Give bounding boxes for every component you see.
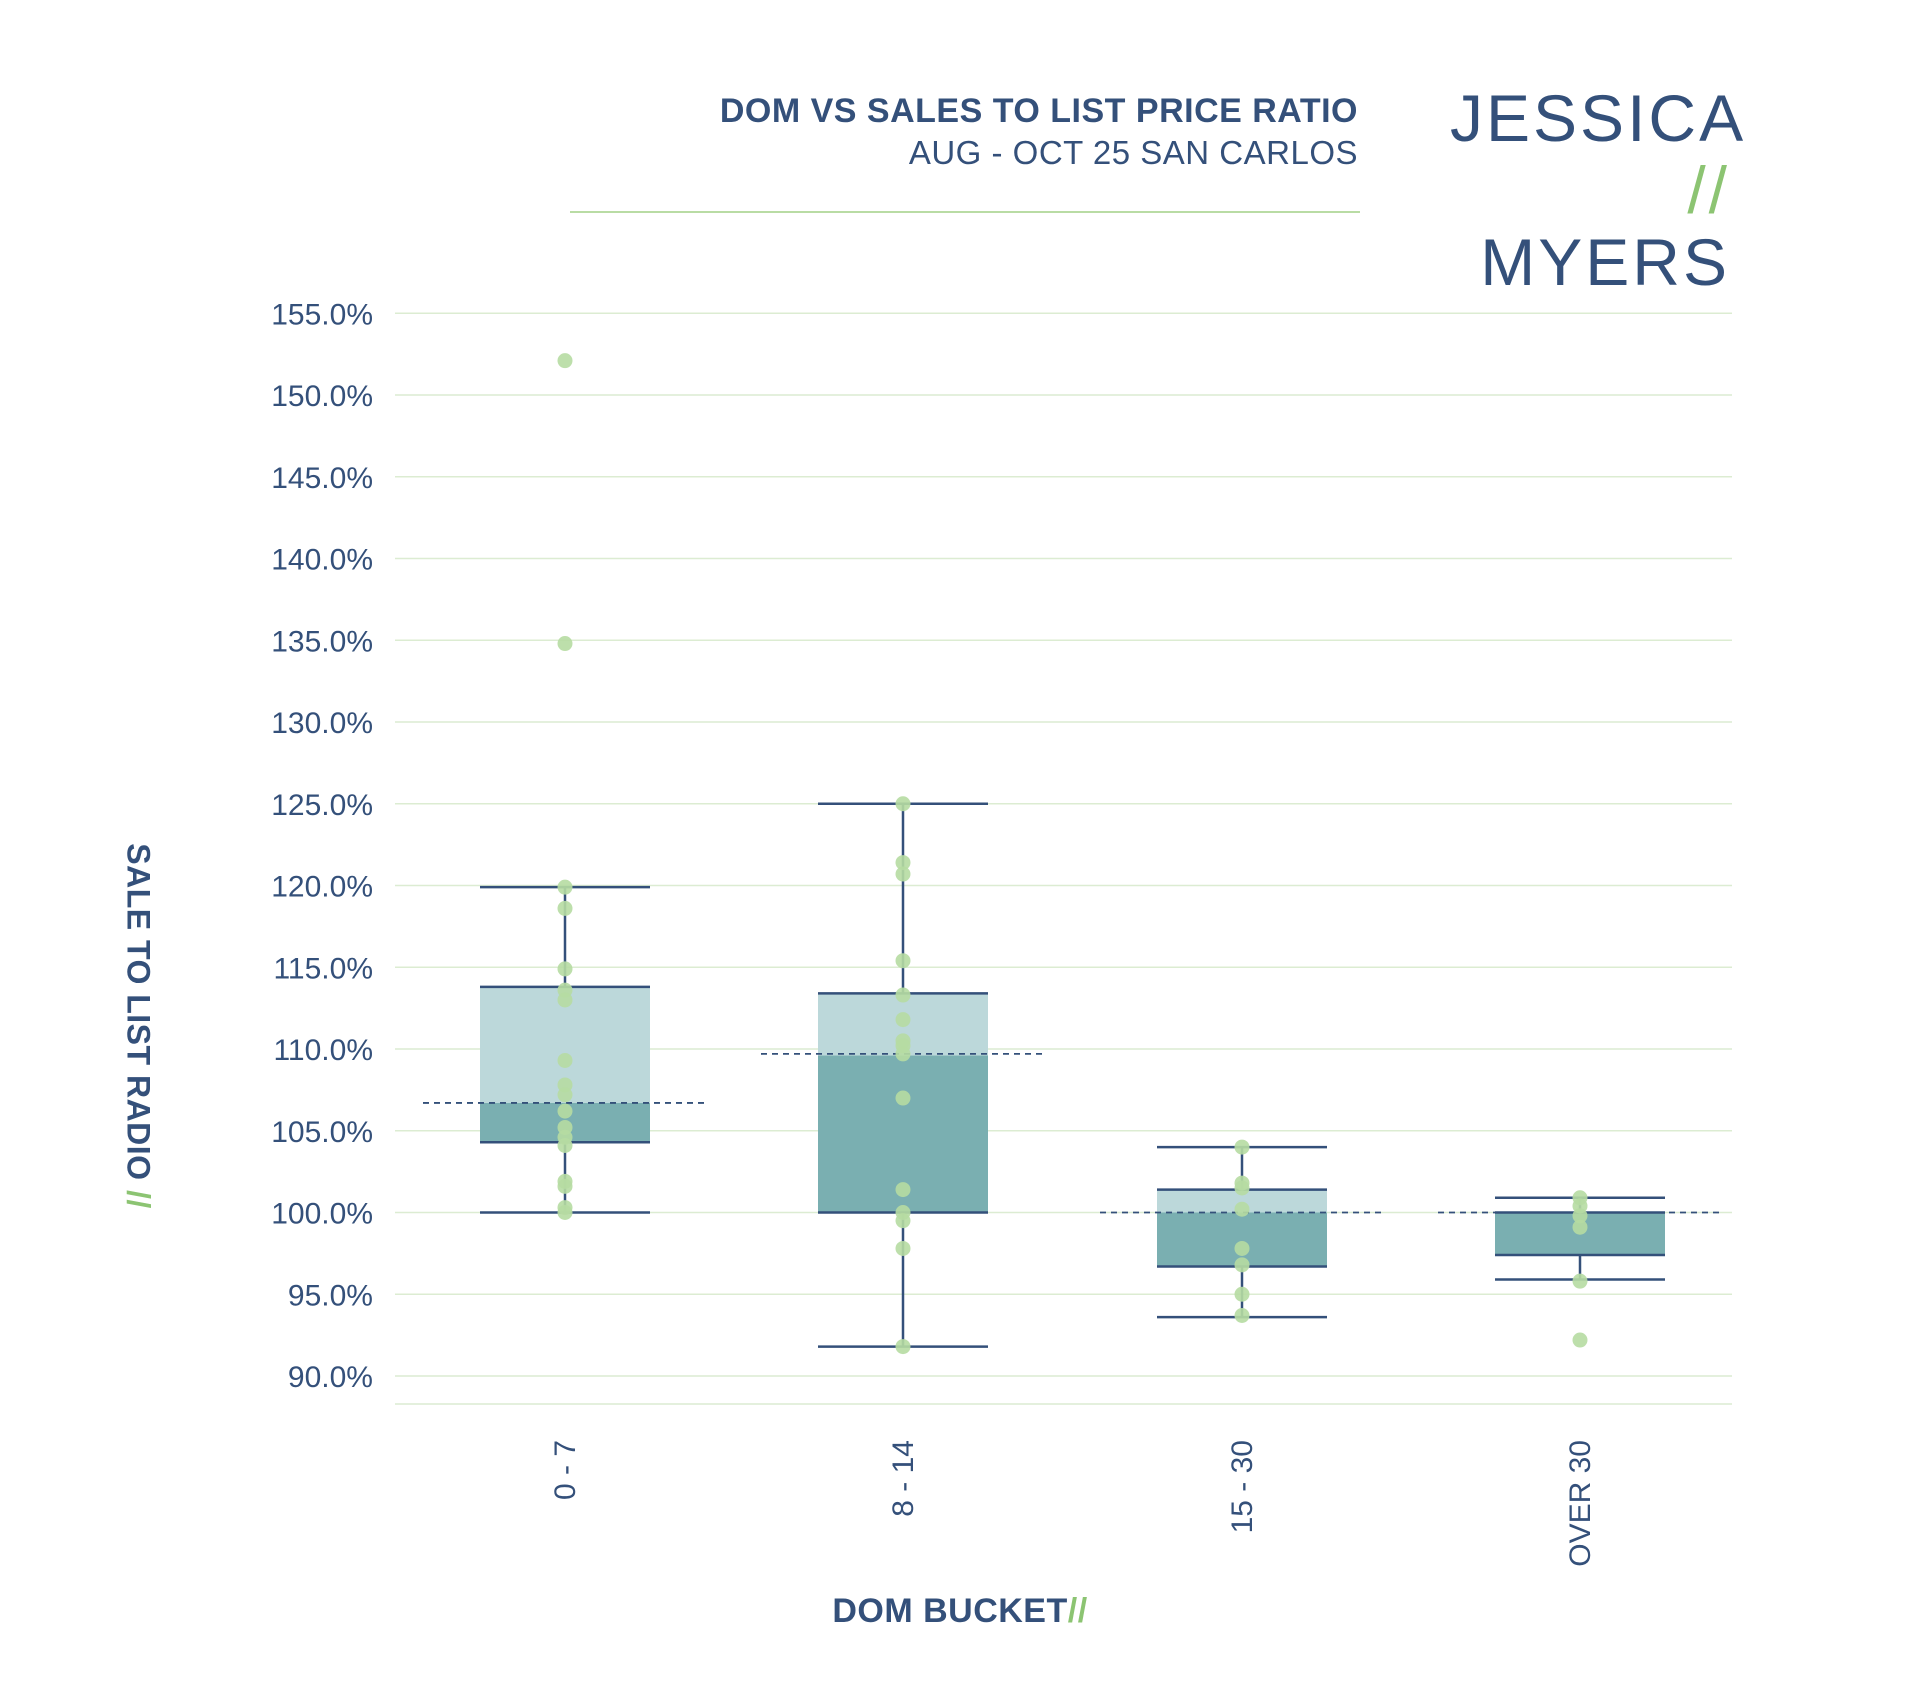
box-upper-quartile: [1157, 1189, 1327, 1213]
data-point: [895, 1240, 911, 1256]
logo-first-name: JESSICA: [1450, 81, 1747, 155]
data-point: [1572, 1332, 1588, 1348]
header-divider: [570, 211, 1360, 213]
y-tick-label: 90.0%: [288, 1361, 373, 1394]
data-point: [1234, 1286, 1250, 1302]
data-point: [557, 992, 573, 1008]
data-point: [1234, 1139, 1250, 1155]
data-point: [1234, 1308, 1250, 1324]
y-axis-label-text: SALE TO LIST RADIO: [120, 843, 157, 1181]
data-point: [895, 1090, 911, 1106]
data-point: [895, 1046, 911, 1062]
data-point: [895, 953, 911, 969]
y-tick-label: 115.0%: [273, 952, 373, 985]
data-point: [895, 1339, 911, 1355]
x-tick-label: 0 - 7: [549, 1440, 582, 1500]
y-tick-label: 120.0%: [271, 871, 373, 904]
data-point: [895, 1213, 911, 1229]
data-point: [1234, 1201, 1250, 1217]
chart-header: DOM VS SALES TO LIST PRICE RATIO AUG - O…: [560, 90, 1358, 174]
data-point: [557, 1205, 573, 1220]
x-tick-label: 15 - 30: [1226, 1440, 1259, 1533]
data-point: [557, 961, 573, 977]
y-tick-label: 100.0%: [271, 1198, 373, 1231]
data-point: [557, 353, 573, 369]
y-tick-label: 145.0%: [271, 462, 373, 495]
y-tick-label: 150.0%: [271, 380, 373, 413]
data-point: [1234, 1240, 1250, 1256]
data-point: [895, 1012, 911, 1028]
data-point: [557, 1103, 573, 1119]
chart-title: DOM VS SALES TO LIST PRICE RATIO: [719, 92, 1358, 130]
data-point: [1572, 1273, 1588, 1289]
data-point: [557, 1137, 573, 1153]
y-axis-label: SALE TO LIST RADIO //: [120, 843, 157, 1208]
data-point: [895, 796, 911, 812]
data-point: [557, 1052, 573, 1068]
data-point: [557, 1178, 573, 1194]
y-tick-label: 95.0%: [288, 1279, 373, 1312]
data-points: [557, 353, 1588, 1355]
y-tick-label: 140.0%: [271, 544, 373, 577]
data-point: [1234, 1257, 1250, 1273]
y-tick-label: 110.0%: [273, 1034, 373, 1067]
data-point: [557, 879, 573, 895]
x-tick-label: 8 - 14: [887, 1440, 920, 1517]
data-point: [1572, 1219, 1588, 1235]
box-group: [423, 885, 707, 1214]
x-axis-label-slashes: //: [1067, 1592, 1088, 1630]
y-axis-label-slashes: //: [120, 1189, 157, 1209]
y-axis-ticks: 90.0% 95.0% 100.0% 105.0% 110.0% 115.0% 120.0%…: [271, 298, 373, 1394]
logo-last-name: MYERS: [1480, 225, 1730, 299]
y-tick-label: 135.0%: [271, 625, 373, 658]
y-tick-label: 130.0%: [271, 707, 373, 740]
x-axis-ticks: 0 - 7 8 - 14 15 - 30 OVER 30: [549, 1440, 1597, 1567]
logo-slashes: //: [1687, 153, 1730, 227]
y-tick-label: 155.0%: [271, 298, 373, 331]
data-point: [895, 1182, 911, 1198]
data-point: [1234, 1180, 1250, 1196]
logo-second-line: // MYERS: [1450, 154, 1730, 298]
brand-logo: JESSICA // MYERS: [1450, 81, 1747, 298]
data-point: [895, 866, 911, 882]
data-point: [557, 900, 573, 916]
x-axis-label-text: DOM BUCKET: [832, 1592, 1068, 1630]
data-point: [557, 1087, 573, 1103]
data-point: [895, 855, 911, 871]
y-tick-label: 105.0%: [271, 1116, 373, 1149]
chart-subtitle: AUG - OCT 25 SAN CARLOS: [908, 134, 1358, 171]
y-tick-label: 125.0%: [271, 789, 373, 822]
x-axis-label: DOM BUCKET//: [0, 1592, 1920, 1631]
data-point: [895, 987, 911, 1003]
data-point: [557, 636, 573, 652]
x-tick-label: OVER 30: [1564, 1440, 1597, 1567]
data-point: [1572, 1208, 1588, 1224]
